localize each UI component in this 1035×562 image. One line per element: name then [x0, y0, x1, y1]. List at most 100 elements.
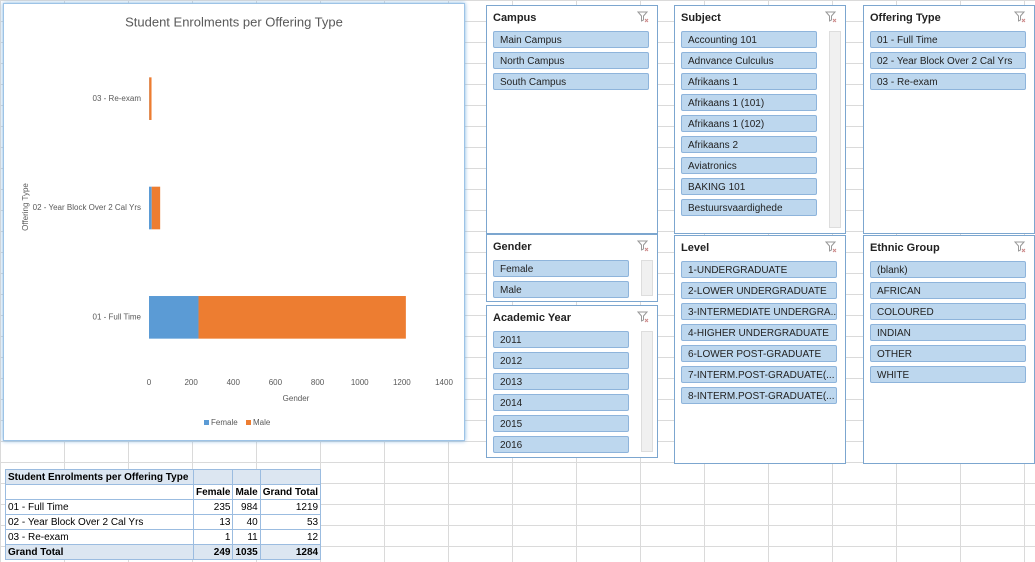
- slicer-item[interactable]: Male: [493, 281, 629, 298]
- clear-filter[interactable]: [825, 11, 837, 23]
- slicer-item[interactable]: 03 - Re-exam: [870, 73, 1026, 90]
- slicer-item[interactable]: 1-UNDERGRADUATE: [681, 261, 837, 278]
- slicer-item[interactable]: 01 - Full Time: [870, 31, 1026, 48]
- x-tick-label: 1400: [435, 378, 453, 387]
- cell-value: 1035: [232, 544, 261, 560]
- slicer-item[interactable]: Female: [493, 260, 629, 277]
- x-tick-label: 0: [147, 378, 152, 387]
- clear-filter[interactable]: [1014, 241, 1026, 253]
- slicer-item[interactable]: Aviatronics: [681, 157, 817, 174]
- slicer-item[interactable]: 2015: [493, 415, 629, 432]
- slicer-item[interactable]: 2-LOWER UNDERGRADUATE: [681, 282, 837, 299]
- y-tick-label: 01 - Full Time: [93, 312, 142, 321]
- bar-segment: [149, 296, 199, 339]
- slicer-item[interactable]: BAKING 101: [681, 178, 817, 195]
- slicer-item[interactable]: (blank): [870, 261, 1026, 278]
- slicer-item[interactable]: 2013: [493, 373, 629, 390]
- bar-segment: [198, 296, 406, 339]
- slicer: Level 1-UNDERGRADUATE 2-LOWER UNDERGRADUAT…: [674, 235, 846, 464]
- cell-value: 12: [259, 529, 322, 545]
- y-tick-label: 03 - Re-exam: [93, 94, 142, 103]
- slicer-item[interactable]: North Campus: [493, 52, 649, 69]
- slicer-item[interactable]: Afrikaans 1 (101): [681, 94, 817, 111]
- slicer-item[interactable]: 2014: [493, 394, 629, 411]
- table-row: Female Male Grand Total: [5, 484, 322, 500]
- slicer-item[interactable]: 8-INTERM.POST-GRADUATE(...: [681, 387, 837, 404]
- cell-value: 13: [192, 514, 234, 530]
- table-row: Student Enrolments per Offering Type: [5, 469, 322, 485]
- cell-value: 249: [192, 544, 234, 560]
- cell-value: 1: [192, 529, 234, 545]
- cell-value: 1219: [259, 499, 322, 515]
- cell: [192, 469, 234, 485]
- slicer-item[interactable]: Afrikaans 2: [681, 136, 817, 153]
- slicer-item[interactable]: 3-INTERMEDIATE UNDERGRA...: [681, 303, 837, 320]
- legend-label: Female: [211, 418, 238, 427]
- x-tick-label: 400: [227, 378, 241, 387]
- slicer-title: Ethnic Group: [870, 242, 940, 254]
- scrollbar: [641, 331, 653, 452]
- row-label: 03 - Re-exam: [5, 529, 194, 545]
- slicer-item[interactable]: Main Campus: [493, 31, 649, 48]
- slicer-item[interactable]: Afrikaans 1 (102): [681, 115, 817, 132]
- clear-filter[interactable]: [637, 240, 649, 252]
- chart: Student Enrolments per Offering Type Off…: [21, 14, 453, 427]
- slicer-item[interactable]: Bestuursvaardighede: [681, 199, 817, 216]
- cell-value: 53: [259, 514, 322, 530]
- clear-filter[interactable]: [1014, 11, 1026, 23]
- clear-filter[interactable]: [637, 311, 649, 323]
- column-header: Female: [192, 484, 234, 500]
- legend-label: Male: [253, 418, 271, 427]
- slicer-title: Campus: [493, 12, 537, 24]
- cell-value: 1284: [259, 544, 322, 560]
- slicer-item[interactable]: Adnvance Culculus: [681, 52, 817, 69]
- cell: [232, 469, 261, 485]
- table-title: Student Enrolments per Offering Type: [5, 469, 194, 485]
- slicer-item[interactable]: South Campus: [493, 73, 649, 90]
- slicer: Offering Type 01 - Full Time 02 - Year Blo…: [863, 5, 1035, 234]
- slicer-item[interactable]: 4-HIGHER UNDERGRADUATE: [681, 324, 837, 341]
- x-tick-label: 200: [184, 378, 198, 387]
- slicer-item[interactable]: 6-LOWER POST-GRADUATE: [681, 345, 837, 362]
- slicer: Academic Year 2011 2012 2013 2014 2015 2016: [486, 305, 658, 458]
- slicer-item[interactable]: Accounting 101: [681, 31, 817, 48]
- clear-filter[interactable]: [637, 11, 649, 23]
- slicer-title: Gender: [493, 241, 532, 253]
- bar-segment: [149, 77, 152, 120]
- table-row: 02 - Year Block Over 2 Cal Yrs 13 40 53: [5, 514, 322, 530]
- table-row: 01 - Full Time 235 984 1219: [5, 499, 322, 515]
- x-tick-label: 1000: [351, 378, 369, 387]
- clear-filter[interactable]: [825, 241, 837, 253]
- slicer-item[interactable]: 2011: [493, 331, 629, 348]
- slicer: Gender Female Male: [486, 234, 658, 302]
- slicer: Campus Main Campus North Campus South Campu…: [486, 5, 658, 234]
- slicer-item[interactable]: OTHER: [870, 345, 1026, 362]
- cell: [5, 484, 194, 500]
- cell-value: 984: [232, 499, 261, 515]
- cell-value: 40: [232, 514, 261, 530]
- cell: [259, 469, 322, 485]
- slicer-item[interactable]: 2016: [493, 436, 629, 453]
- slicer-item[interactable]: 02 - Year Block Over 2 Cal Yrs: [870, 52, 1026, 69]
- scrollbar: [829, 31, 841, 228]
- slicer-item[interactable]: WHITE: [870, 366, 1026, 383]
- y-axis-label: Offering Type: [21, 183, 30, 231]
- row-label: 02 - Year Block Over 2 Cal Yrs: [5, 514, 194, 530]
- scrollbar: [641, 260, 653, 296]
- slicer-item[interactable]: 7-INTERM.POST-GRADUATE(...: [681, 366, 837, 383]
- row-label: Grand Total: [5, 544, 194, 560]
- cell-value: 235: [192, 499, 234, 515]
- chart-container: Student Enrolments per Offering Type Off…: [3, 3, 465, 441]
- x-tick-label: 800: [311, 378, 325, 387]
- slicer-item[interactable]: 2012: [493, 352, 629, 369]
- cell-value: 11: [232, 529, 261, 545]
- slicer-item[interactable]: AFRICAN: [870, 282, 1026, 299]
- slicer-title: Offering Type: [870, 12, 941, 24]
- slicer-item[interactable]: COLOURED: [870, 303, 1026, 320]
- slicer-item[interactable]: INDIAN: [870, 324, 1026, 341]
- slicer-item[interactable]: Afrikaans 1: [681, 73, 817, 90]
- x-tick-label: 1200: [393, 378, 411, 387]
- table-row: Grand Total 249 1035 1284: [5, 544, 322, 560]
- x-axis-label: Gender: [283, 394, 310, 403]
- slicer-title: Academic Year: [493, 312, 572, 324]
